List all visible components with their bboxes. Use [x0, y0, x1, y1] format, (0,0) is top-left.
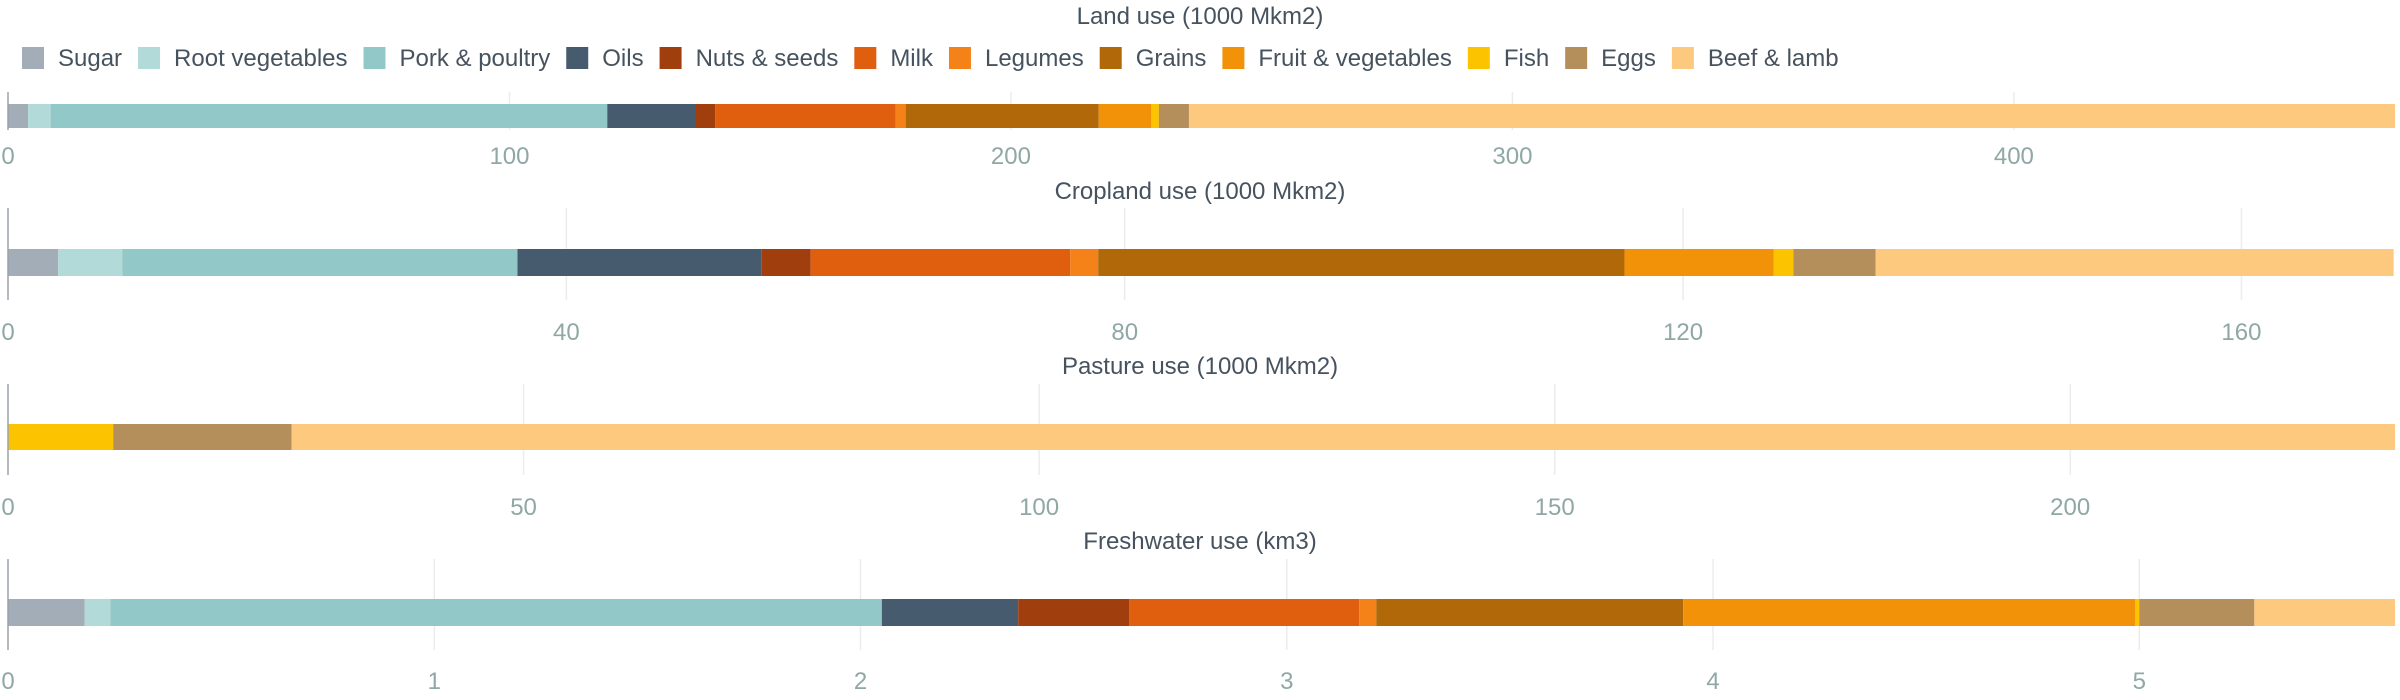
legend-swatch-pork-and-poultry	[363, 47, 386, 69]
panel3-tick-label: 150	[1535, 494, 1575, 521]
panel2-tick-label: 120	[1663, 319, 1703, 346]
panel3-tick-label: 0	[1, 494, 14, 521]
legend-label-sugar: Sugar	[58, 45, 122, 72]
panel4-tick-label: 2	[854, 668, 867, 695]
panel1-bar-pork-and-poultry	[50, 104, 608, 128]
legend-swatch-nuts-and-seeds	[659, 47, 682, 69]
panel1-tick-label: 300	[1492, 143, 1532, 170]
panel1-bar-fish	[1151, 104, 1159, 128]
panel1-bar-eggs	[1158, 104, 1189, 128]
panel2-bar-legumes	[1070, 249, 1099, 276]
panel2-tick-label: 0	[1, 319, 14, 346]
panel2-bar-sugar	[8, 249, 59, 276]
legend-swatch-sugar	[22, 47, 44, 69]
panel4-tick-label: 5	[2133, 668, 2146, 695]
panel3-title: Pasture use (1000 Mkm2)	[1062, 353, 1338, 380]
panel4-tick-label: 4	[1706, 668, 1719, 695]
panel2-tick-label: 160	[2221, 319, 2261, 346]
legend-label-fruit-and-vegetables: Fruit & vegetables	[1258, 45, 1451, 72]
panel2-tick-label: 40	[553, 319, 580, 346]
panel3-tick-label: 50	[510, 494, 537, 521]
legend-swatch-eggs	[1565, 47, 1588, 69]
legend-label-legumes: Legumes	[985, 45, 1084, 72]
panel4-bar-fish	[2134, 599, 2140, 626]
panel4-tick-label: 1	[428, 668, 441, 695]
panel4-bar-nuts-and-seeds	[1018, 599, 1130, 626]
panel2-tick-label: 80	[1111, 319, 1138, 346]
panel2-bar-fruit-and-vegetables	[1624, 249, 1774, 276]
panel2-bar-grains	[1098, 249, 1625, 276]
panel4-bar-grains	[1376, 599, 1684, 626]
panel1-title: Land use (1000 Mkm2)	[1077, 3, 1324, 30]
panel2-bar-milk	[810, 249, 1071, 276]
panel4-bar-legumes	[1359, 599, 1377, 626]
panel1-tick-label: 200	[991, 143, 1031, 170]
panel3-tick-label: 100	[1019, 494, 1059, 521]
legend-swatch-root-vegetables	[138, 47, 161, 69]
legend-swatch-beef-and-lamb	[1671, 47, 1694, 69]
panel1-bar-legumes	[895, 104, 906, 128]
legend-swatch-oils	[566, 47, 589, 69]
panel2-bar-oils	[517, 249, 762, 276]
legend-swatch-fruit-and-vegetables	[1222, 47, 1245, 69]
legend-label-grains: Grains	[1136, 45, 1207, 72]
panel4-tick-label: 0	[1, 668, 14, 695]
panel2-bar-root-vegetables	[58, 249, 123, 276]
panel4-bar-sugar	[8, 599, 85, 626]
panel3-bar-beef-and-lamb	[291, 424, 2395, 450]
legend-swatch-milk	[854, 47, 877, 69]
panel1-tick-label: 100	[489, 143, 529, 170]
panel1-bar-beef-and-lamb	[1188, 104, 2395, 128]
legend-label-milk: Milk	[890, 45, 934, 72]
panel1-bar-sugar	[8, 104, 29, 128]
legend-swatch-grains	[1099, 47, 1122, 69]
panel2-bar-pork-and-poultry	[122, 249, 518, 276]
panel1-tick-label: 400	[1994, 143, 2034, 170]
panel3-tick-label: 200	[2050, 494, 2090, 521]
panel2-bar-fish	[1773, 249, 1794, 276]
legend-label-nuts-and-seeds: Nuts & seeds	[696, 45, 839, 72]
panel4-bar-eggs	[2139, 599, 2255, 626]
legend-label-beef-and-lamb: Beef & lamb	[1708, 45, 1839, 72]
panel4-title: Freshwater use (km3)	[1083, 528, 1316, 555]
panel4-bar-pork-and-poultry	[110, 599, 882, 626]
panel2-bar-eggs	[1793, 249, 1876, 276]
legend-label-eggs: Eggs	[1601, 45, 1656, 72]
panel1-bar-milk	[715, 104, 896, 128]
legend-swatch-legumes	[948, 47, 971, 69]
panel1-bar-oils	[607, 104, 696, 128]
panel4-bar-beef-and-lamb	[2254, 599, 2395, 626]
panel1-tick-label: 0	[1, 143, 14, 170]
panel2-bar-beef-and-lamb	[1875, 249, 2394, 276]
panel1-bar-fruit-and-vegetables	[1098, 104, 1152, 128]
legend-label-root-vegetables: Root vegetables	[174, 45, 347, 72]
legend-label-fish: Fish	[1504, 45, 1549, 72]
legend-label-pork-and-poultry: Pork & poultry	[400, 45, 551, 72]
legend-swatch-fish	[1467, 47, 1490, 69]
panel4-bar-fruit-and-vegetables	[1683, 599, 2135, 626]
panel2-bar-nuts-and-seeds	[761, 249, 811, 276]
panel4-tick-label: 3	[1280, 668, 1293, 695]
panel2-title: Cropland use (1000 Mkm2)	[1055, 178, 1346, 205]
panel1-bar-nuts-and-seeds	[695, 104, 716, 128]
panel1-bar-grains	[905, 104, 1099, 128]
panel4-bar-root-vegetables	[84, 599, 111, 626]
panel1-bar-root-vegetables	[28, 104, 51, 128]
legend-label-oils: Oils	[602, 45, 643, 72]
panel4-bar-oils	[881, 599, 1019, 626]
panel3-bar-eggs	[113, 424, 292, 450]
panel3-bar-fish	[8, 424, 114, 450]
panel4-bar-milk	[1129, 599, 1360, 626]
